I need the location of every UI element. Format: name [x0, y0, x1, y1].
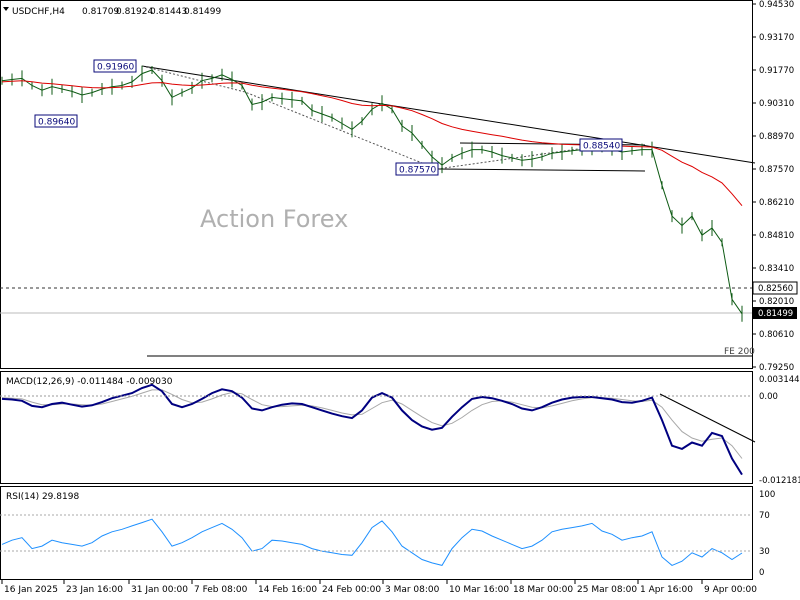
macd-axis: 0.003144 0.00 -0.012181	[759, 375, 800, 486]
time-tick: 25 Mar 08:00	[574, 580, 637, 595]
time-tick: 1 Apr 16:00	[637, 580, 693, 595]
main-panel-frame	[0, 0, 753, 369]
price-tick: 0.79250	[752, 363, 794, 373]
time-axis: 16 Jan 2025 23 Jan 16:00 31 Jan 00:00 7 …	[1, 580, 757, 595]
current-price-text: 0.81499	[758, 309, 793, 319]
watermark: Action Forex	[200, 205, 348, 233]
label-0.91960-text: 0.91960	[97, 63, 134, 73]
rsi-line	[1, 518, 743, 566]
macd-series-layer	[1, 383, 743, 476]
price-tick-label: 0.94530	[759, 0, 794, 10]
price-tick: 0.86210	[752, 198, 794, 208]
time-tick: 23 Jan 16:00	[63, 580, 123, 595]
time-tick-label: 9 Apr 00:00	[704, 585, 757, 595]
rsi-axis: 100 70 30 0	[759, 490, 775, 578]
price-axis: 0.94530 0.93170 0.91770 0.90310 0.88970 …	[752, 0, 794, 373]
macd-axis-label: 0.00	[759, 392, 778, 402]
time-tick-label: 3 Mar 08:00	[385, 585, 440, 595]
macd-signal-line	[1, 389, 743, 459]
label-0.89640: 0.89640	[34, 114, 78, 128]
price-tick-label: 0.86210	[759, 198, 794, 208]
label-0.88540-text: 0.88540	[583, 142, 620, 152]
macd-panel-frame	[0, 371, 753, 484]
time-tick-label: 16 Jan 2025	[4, 585, 58, 595]
time-tick: 16 Jan 2025	[1, 580, 58, 595]
time-tick: 7 Feb 08:00	[191, 580, 248, 595]
price-tick: 0.90310	[752, 99, 794, 109]
time-tick: 24 Feb 00:00	[319, 580, 381, 595]
price-tick-label: 0.84810	[759, 231, 794, 241]
label-0.88540: 0.88540	[579, 138, 623, 152]
rsi-axis-label: 100	[759, 490, 775, 500]
price-tick: 0.91770	[752, 66, 794, 76]
price-tick: 0.84810	[752, 231, 794, 241]
rsi-panel-frame	[0, 486, 753, 580]
price-tick-label: 0.80610	[759, 330, 794, 340]
ohlc-open: 0.81709	[82, 7, 119, 17]
rsi-axis-label: 0	[759, 568, 764, 578]
rsi-axis-label: 70	[759, 511, 770, 521]
price-tick-label: 0.87570	[759, 165, 794, 175]
projection-dotted-2	[436, 147, 586, 170]
time-tick: 3 Mar 08:00	[382, 580, 440, 595]
price-tick: 0.83410	[752, 264, 794, 274]
symbol-label: USDCHF,H4	[12, 7, 65, 17]
price-tick: 0.94530	[752, 0, 794, 10]
macd-axis-label: -0.012181	[759, 476, 800, 486]
symbol-header: USDCHF,H4 0.81709 0.81924 0.81443 0.8149…	[3, 7, 221, 17]
time-tick: 14 Feb 16:00	[255, 580, 317, 595]
macd-main-line	[1, 383, 743, 476]
price-tick-label: 0.91770	[759, 66, 794, 76]
price-tick: 0.93170	[752, 33, 794, 43]
price-tick: 0.80610	[752, 330, 794, 340]
time-tick: 9 Apr 00:00	[701, 580, 757, 595]
time-tick-label: 18 Mar 00:00	[513, 585, 573, 595]
price-tick: 0.82010	[752, 297, 794, 307]
price-tick-label: 0.83410	[759, 264, 794, 274]
price-tick: 0.87570	[752, 165, 794, 175]
time-tick-label: 23 Jan 16:00	[66, 585, 123, 595]
macd-axis-label: 0.003144	[759, 375, 800, 385]
rsi-series-layer	[1, 518, 743, 566]
time-tick-label: 25 Mar 08:00	[577, 585, 637, 595]
label-0.87570-text: 0.87570	[399, 166, 436, 176]
label-0.91960: 0.91960	[93, 59, 137, 73]
time-tick: 31 Jan 00:00	[128, 580, 188, 595]
ohlc-close: 0.81499	[184, 7, 221, 17]
macd-trendline	[659, 393, 756, 443]
reference-level-text: 0.82560	[758, 284, 793, 294]
time-tick-label: 10 Mar 16:00	[449, 585, 509, 595]
time-tick-label: 31 Jan 00:00	[131, 585, 188, 595]
rsi-label: RSI(14) 29.8198	[6, 492, 79, 502]
collapse-triangle-icon[interactable]	[3, 7, 9, 11]
support-line	[437, 168, 646, 172]
fe200-label: FE 200	[724, 347, 755, 357]
time-tick-label: 1 Apr 16:00	[640, 585, 693, 595]
price-tick-label: 0.90310	[759, 99, 794, 109]
time-tick-label: 24 Feb 00:00	[322, 585, 381, 595]
ohlc-low: 0.81443	[150, 7, 187, 17]
label-0.87570: 0.87570	[395, 162, 439, 176]
price-tick-label: 0.82010	[759, 297, 794, 307]
price-tick-label: 0.88970	[759, 132, 794, 142]
price-tick-label: 0.79250	[759, 363, 794, 373]
price-tick: 0.88970	[752, 132, 794, 142]
time-tick-label: 7 Feb 08:00	[194, 585, 248, 595]
reference-level-box: 0.82560	[752, 281, 798, 295]
ohlc-high: 0.81924	[116, 7, 153, 17]
time-tick-label: 14 Feb 16:00	[258, 585, 317, 595]
time-tick: 10 Mar 16:00	[446, 580, 509, 595]
projection-dotted-1	[141, 65, 438, 170]
price-tick-label: 0.93170	[759, 33, 794, 43]
rsi-axis-label: 30	[759, 547, 770, 557]
label-0.89640-text: 0.89640	[38, 118, 75, 128]
time-tick: 18 Mar 00:00	[510, 580, 573, 595]
macd-label: MACD(12,26,9) -0.011484 -0.009030	[6, 377, 173, 387]
current-price-box: 0.81499	[753, 307, 797, 319]
